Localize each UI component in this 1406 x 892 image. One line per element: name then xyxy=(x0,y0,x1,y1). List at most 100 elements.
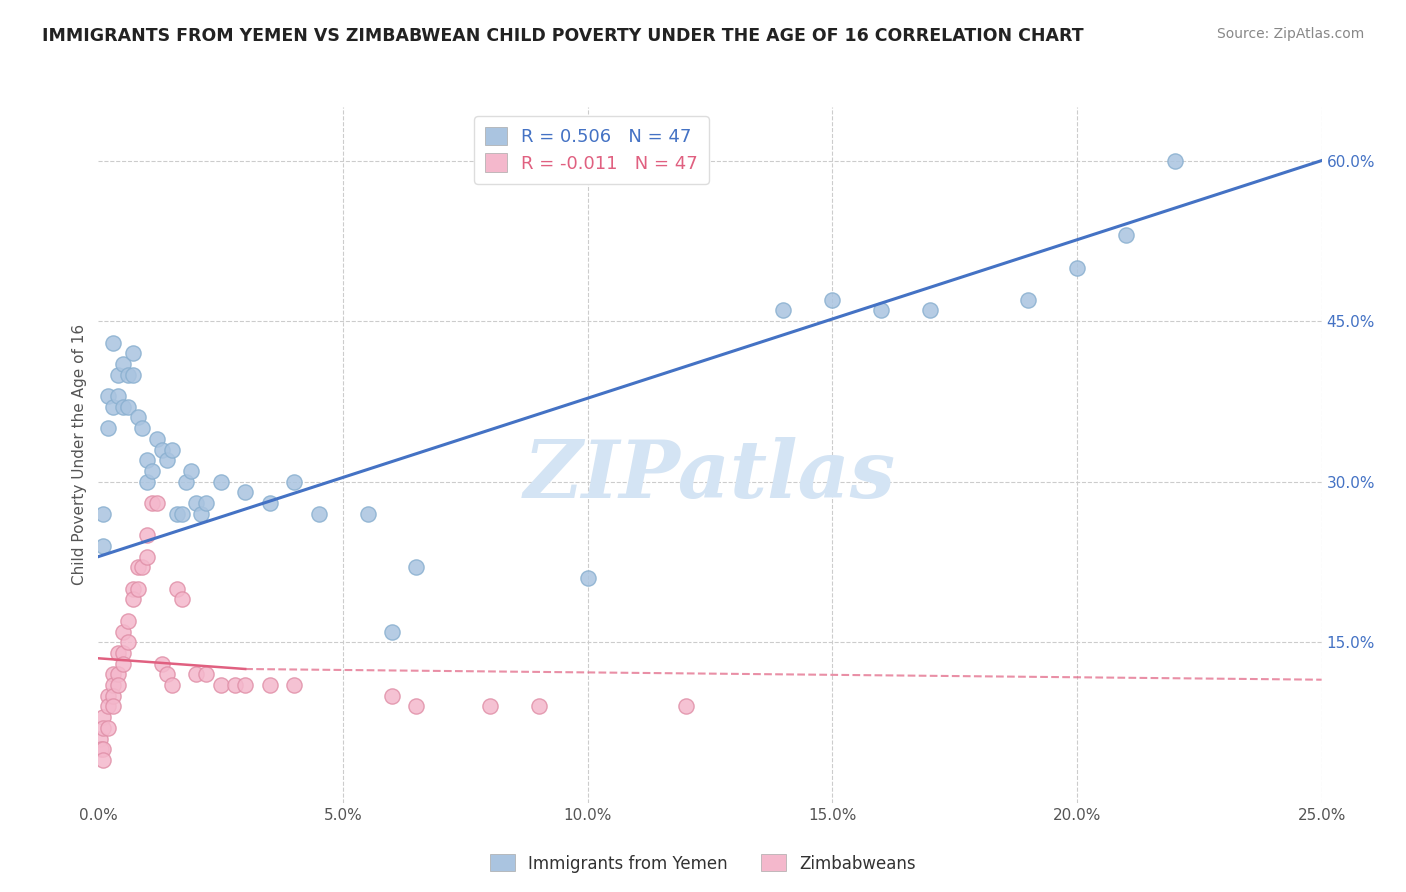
Point xyxy=(195,496,218,510)
Point xyxy=(121,368,143,382)
Point xyxy=(117,368,139,382)
Point xyxy=(381,624,404,639)
Point xyxy=(91,721,114,735)
Point xyxy=(107,368,129,382)
Point xyxy=(136,475,159,489)
Point xyxy=(127,410,149,425)
Point xyxy=(259,678,281,692)
Point xyxy=(136,549,159,564)
Point xyxy=(283,678,305,692)
Point xyxy=(259,496,281,510)
Point xyxy=(224,678,246,692)
Point xyxy=(381,689,404,703)
Point xyxy=(91,539,114,553)
Point xyxy=(111,657,134,671)
Point xyxy=(1066,260,1088,275)
Point xyxy=(97,421,120,435)
Point xyxy=(97,721,120,735)
Point xyxy=(117,614,139,628)
Point xyxy=(160,678,183,692)
Point xyxy=(405,699,427,714)
Point xyxy=(101,699,124,714)
Legend: R = 0.506   N = 47, R = -0.011   N = 47: R = 0.506 N = 47, R = -0.011 N = 47 xyxy=(474,116,709,184)
Text: Source: ZipAtlas.com: Source: ZipAtlas.com xyxy=(1216,27,1364,41)
Point xyxy=(131,560,153,574)
Point xyxy=(97,389,120,403)
Point xyxy=(156,453,179,467)
Point xyxy=(97,699,120,714)
Point xyxy=(90,742,112,756)
Point xyxy=(121,592,143,607)
Point xyxy=(195,667,218,681)
Point xyxy=(920,303,942,318)
Point xyxy=(186,496,208,510)
Point xyxy=(131,421,153,435)
Point xyxy=(170,507,193,521)
Point xyxy=(121,346,143,360)
Point xyxy=(89,731,111,746)
Point xyxy=(160,442,183,457)
Point xyxy=(675,699,697,714)
Point xyxy=(127,582,149,596)
Point xyxy=(527,699,550,714)
Point xyxy=(150,657,173,671)
Point xyxy=(117,635,139,649)
Point xyxy=(141,496,163,510)
Point xyxy=(146,496,169,510)
Point xyxy=(283,475,305,489)
Point xyxy=(180,464,202,478)
Point xyxy=(107,646,129,660)
Point xyxy=(772,303,794,318)
Point xyxy=(91,710,114,724)
Point xyxy=(209,678,232,692)
Point xyxy=(111,624,134,639)
Point xyxy=(101,689,124,703)
Point xyxy=(107,389,129,403)
Point xyxy=(146,432,169,446)
Point xyxy=(1115,228,1137,243)
Point xyxy=(478,699,501,714)
Point xyxy=(233,485,256,500)
Point xyxy=(1017,293,1039,307)
Point xyxy=(101,400,124,414)
Point xyxy=(190,507,212,521)
Point xyxy=(101,678,124,692)
Point xyxy=(821,293,844,307)
Text: IMMIGRANTS FROM YEMEN VS ZIMBABWEAN CHILD POVERTY UNDER THE AGE OF 16 CORRELATIO: IMMIGRANTS FROM YEMEN VS ZIMBABWEAN CHIL… xyxy=(42,27,1084,45)
Point xyxy=(121,582,143,596)
Point xyxy=(233,678,256,692)
Point xyxy=(91,742,114,756)
Point xyxy=(356,507,378,521)
Point xyxy=(166,582,188,596)
Point xyxy=(127,560,149,574)
Point xyxy=(141,464,163,478)
Point xyxy=(97,689,120,703)
Point xyxy=(170,592,193,607)
Point xyxy=(107,678,129,692)
Point xyxy=(870,303,893,318)
Point xyxy=(107,667,129,681)
Point xyxy=(111,357,134,371)
Point xyxy=(166,507,188,521)
Point xyxy=(405,560,427,574)
Point xyxy=(91,753,114,767)
Point xyxy=(101,667,124,681)
Point xyxy=(91,507,114,521)
Point xyxy=(111,400,134,414)
Point xyxy=(209,475,232,489)
Point xyxy=(150,442,173,457)
Point xyxy=(576,571,599,585)
Point xyxy=(117,400,139,414)
Point xyxy=(1164,153,1187,168)
Point xyxy=(176,475,198,489)
Point xyxy=(101,335,124,350)
Point xyxy=(308,507,330,521)
Point xyxy=(111,646,134,660)
Y-axis label: Child Poverty Under the Age of 16: Child Poverty Under the Age of 16 xyxy=(72,325,87,585)
Text: ZIPatlas: ZIPatlas xyxy=(524,437,896,515)
Point xyxy=(186,667,208,681)
Point xyxy=(136,453,159,467)
Point xyxy=(136,528,159,542)
Legend: Immigrants from Yemen, Zimbabweans: Immigrants from Yemen, Zimbabweans xyxy=(484,847,922,880)
Point xyxy=(156,667,179,681)
